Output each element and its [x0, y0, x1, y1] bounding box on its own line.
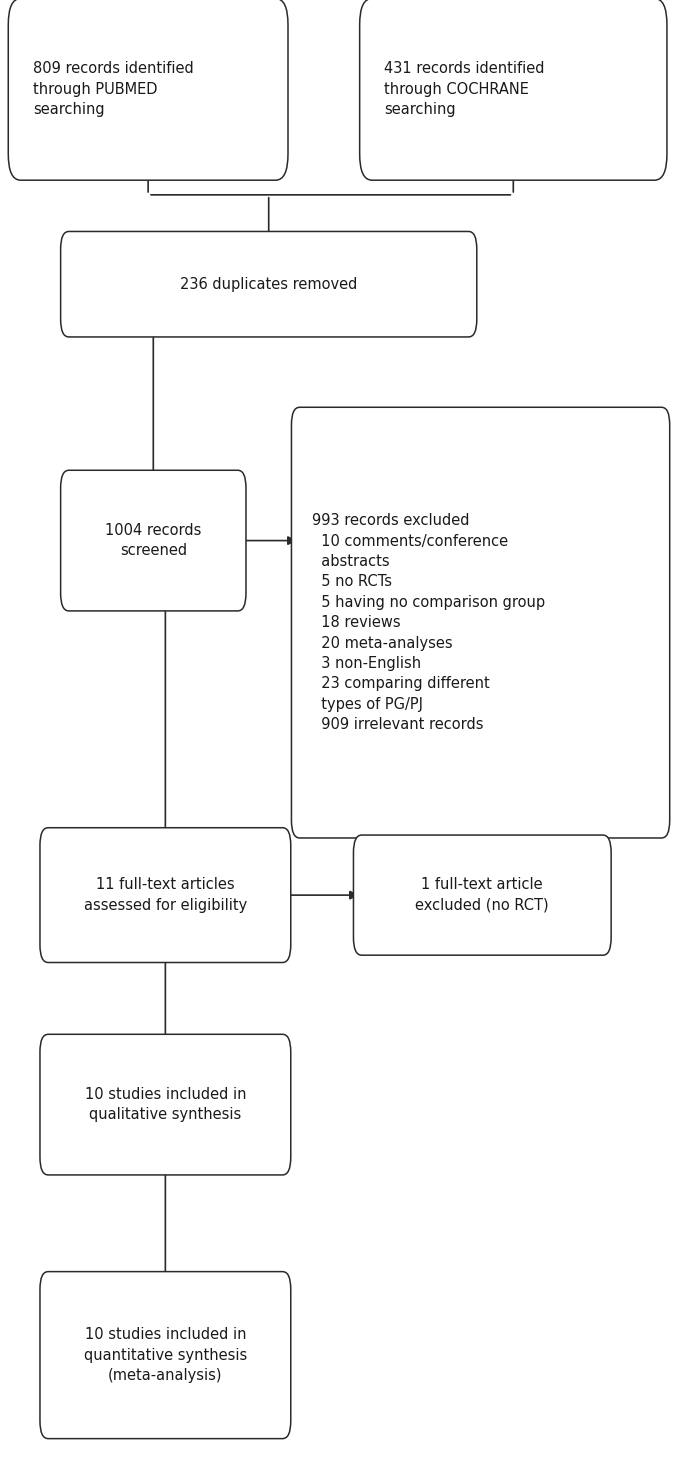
- Text: 993 records excluded
  10 comments/conference
  abstracts
  5 no RCTs
  5 having: 993 records excluded 10 comments/confere…: [312, 513, 545, 732]
- FancyBboxPatch shape: [61, 231, 477, 337]
- Text: 10 studies included in
qualitative synthesis: 10 studies included in qualitative synth…: [85, 1087, 246, 1122]
- Text: 236 duplicates removed: 236 duplicates removed: [180, 277, 358, 292]
- FancyBboxPatch shape: [291, 407, 670, 838]
- Text: 1 full-text article
excluded (no RCT): 1 full-text article excluded (no RCT): [415, 878, 549, 913]
- FancyBboxPatch shape: [353, 835, 611, 955]
- Text: 1004 records
screened: 1004 records screened: [105, 523, 201, 558]
- Text: 431 records identified
through COCHRANE
searching: 431 records identified through COCHRANE …: [384, 62, 545, 117]
- Text: 809 records identified
through PUBMED
searching: 809 records identified through PUBMED se…: [33, 62, 194, 117]
- Text: 10 studies included in
quantitative synthesis
(meta-analysis): 10 studies included in quantitative synt…: [84, 1327, 247, 1383]
- FancyBboxPatch shape: [40, 1034, 291, 1175]
- FancyBboxPatch shape: [61, 470, 246, 611]
- FancyBboxPatch shape: [8, 0, 288, 180]
- FancyBboxPatch shape: [360, 0, 667, 180]
- FancyBboxPatch shape: [40, 828, 291, 963]
- FancyBboxPatch shape: [40, 1272, 291, 1439]
- Text: 11 full-text articles
assessed for eligibility: 11 full-text articles assessed for eligi…: [84, 878, 247, 913]
